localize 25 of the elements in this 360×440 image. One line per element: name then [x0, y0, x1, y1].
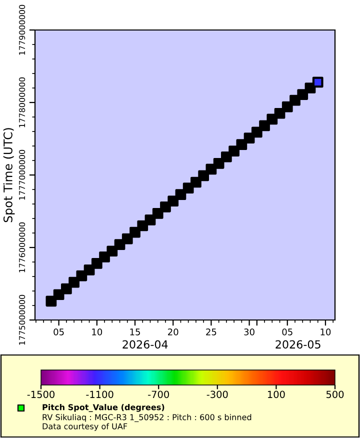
y-tick-label: 1778000000 [19, 77, 26, 128]
y-tick-label: 1775000000 [19, 294, 26, 345]
y-tick-label: 1777000000 [19, 150, 26, 200]
text: 2026-05 [276, 340, 320, 349]
x-tick-label: 25 [206, 328, 216, 336]
color-bar-label: -1500 [27, 390, 54, 398]
text: 2026-04 [122, 340, 168, 349]
x-tick-label: 30 [244, 328, 254, 336]
color-bar-label: -700 [148, 390, 169, 398]
x-tick-label: 05 [282, 328, 292, 336]
x-tick-label: 20 [168, 328, 178, 336]
y-axis-title: Spot Time (UTC) [3, 128, 15, 222]
color-bar-label: 500 [326, 390, 344, 398]
color-bar-title: Pitch Spot_Value (degrees) [42, 404, 164, 412]
text: Data courtesy of UAF [42, 423, 128, 431]
color-bar-label: -1100 [86, 390, 114, 398]
color-bar-label: -300 [206, 390, 228, 398]
x-tick-label: 10 [92, 328, 102, 336]
x-tick-label: 10 [320, 328, 331, 336]
y-tick-label: 1776000000 [19, 222, 26, 272]
y-tick-label: 1779000000 [19, 4, 26, 55]
color-bar-label: 100 [268, 390, 285, 398]
text: RV Sikuliaq : MGC-R3 1_50952 : Pitch : 600 s binned [42, 414, 252, 422]
x-tick-label: 15 [130, 328, 140, 336]
x-tick-label: 05 [54, 328, 64, 336]
